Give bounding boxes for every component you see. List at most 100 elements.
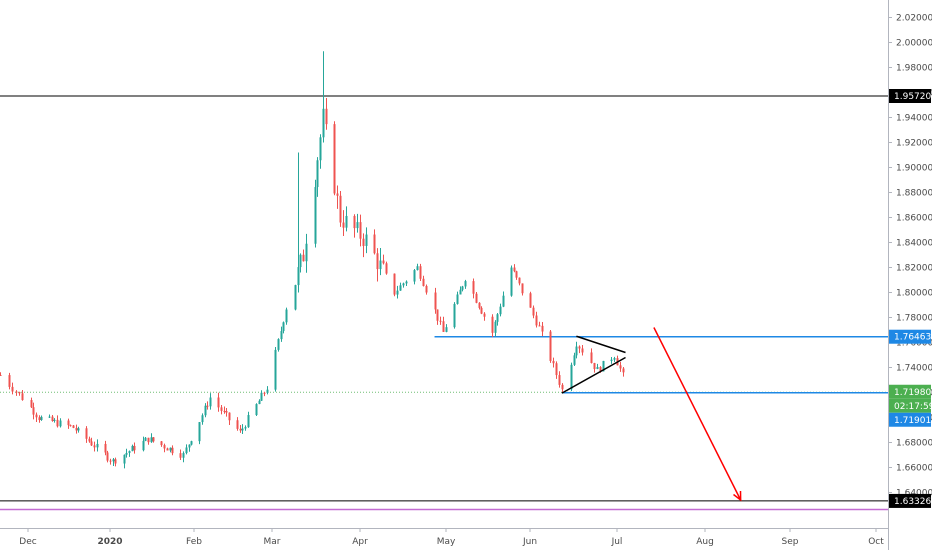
candle-body (77, 428, 80, 431)
price-tick-label: 1.86000 (896, 214, 932, 224)
candle-body (21, 393, 24, 401)
triangle-upper-line (576, 335, 626, 354)
candle-body (376, 253, 379, 270)
candle-body (125, 452, 128, 455)
candle-body (204, 405, 207, 416)
candle-body (163, 445, 166, 449)
candle-body (413, 270, 416, 282)
candle-body (152, 437, 155, 442)
horizontal-lines (0, 95, 888, 511)
candle-body (496, 314, 499, 322)
candle-body (38, 417, 41, 421)
candle-body (88, 438, 91, 442)
candle-body (30, 400, 33, 408)
candle-body (513, 267, 516, 272)
time-axis[interactable]: Dec 2020 Feb Mar Apr May Jun Jul Aug Sep Oct (19, 528, 884, 547)
price-tick-label: 1.84000 (896, 239, 932, 249)
candle-body (285, 309, 288, 323)
candle-body (53, 419, 56, 421)
candle-body (345, 215, 348, 228)
candle-body (305, 243, 308, 262)
candle-body (480, 307, 483, 314)
price-tick-label: 1.80000 (896, 289, 932, 299)
candle-body (241, 428, 244, 431)
last-price-badge-text: 1.71980 (894, 388, 931, 398)
candle-body (171, 447, 174, 454)
candle-body (297, 267, 300, 286)
time-tick-label: Dec (19, 537, 36, 547)
candle-body (472, 281, 475, 294)
candle-body (236, 420, 239, 429)
upper-level-badge: 1.76463 (889, 329, 931, 344)
candle-body (459, 289, 462, 295)
candle-body (570, 364, 573, 390)
candle-body (622, 368, 625, 373)
time-tick-label: Apr (352, 537, 368, 547)
candle-body (499, 306, 502, 315)
candle-body (322, 108, 325, 138)
time-tick-label: 2020 (97, 537, 122, 547)
candle-body (104, 443, 107, 453)
candle-body (185, 447, 188, 454)
candle-body (166, 448, 169, 451)
candle-body (442, 321, 445, 332)
upper-level-badge-bg (889, 329, 931, 344)
candle-body (109, 460, 112, 462)
candle-body (575, 346, 578, 356)
time-tick-label: Sep (782, 537, 799, 547)
price-tick-label: 1.88000 (896, 189, 932, 199)
candle-body (319, 137, 322, 161)
projection-arrow-line (653, 327, 742, 501)
candle-body (491, 316, 494, 333)
candle-body (112, 459, 115, 462)
candle-body (382, 260, 385, 264)
candle-body (142, 440, 145, 451)
candle-body (51, 416, 54, 421)
candle-body (558, 375, 561, 385)
candle-body (59, 420, 62, 427)
candle-body (362, 238, 365, 246)
candle-body (67, 420, 70, 426)
candle-body (188, 444, 191, 448)
candle-body (518, 277, 521, 284)
candle-body (405, 281, 408, 284)
candle-body (228, 412, 231, 421)
candle-body (8, 375, 11, 387)
candle-body (385, 263, 388, 274)
price-tick-label: 1.94000 (896, 114, 932, 124)
candle-body (299, 254, 302, 268)
candle-body (342, 222, 345, 228)
candle-body (464, 281, 467, 287)
candle-body (416, 266, 419, 271)
projection-arrow-head (733, 490, 742, 502)
candle-body (147, 437, 150, 443)
candle-body (258, 400, 261, 405)
candle-body (333, 124, 336, 194)
candle-body (106, 452, 109, 461)
candle-body (555, 363, 558, 376)
candle-body (596, 367, 599, 370)
candle-body (439, 320, 442, 322)
candle-body (365, 234, 368, 246)
price-tick-label: 1.82000 (896, 264, 932, 274)
candle-body (316, 160, 319, 188)
candle-body (494, 321, 497, 333)
candle-body (85, 428, 88, 439)
candle-body (402, 283, 405, 286)
countdown-badge-bg (889, 398, 931, 413)
candle-body (260, 392, 263, 401)
candle-body (436, 309, 439, 321)
candle-body (32, 407, 35, 415)
price-tick-label: 1.64000 (896, 489, 932, 499)
candle-body (217, 397, 220, 408)
candle-body (613, 358, 616, 360)
candle-body (40, 416, 43, 421)
candle-body (294, 285, 297, 310)
candle-body (325, 108, 328, 125)
drawings (561, 327, 742, 502)
candle-body (198, 422, 201, 442)
candle-body (532, 307, 535, 316)
candle-body (396, 290, 399, 295)
candle-body (475, 293, 478, 303)
